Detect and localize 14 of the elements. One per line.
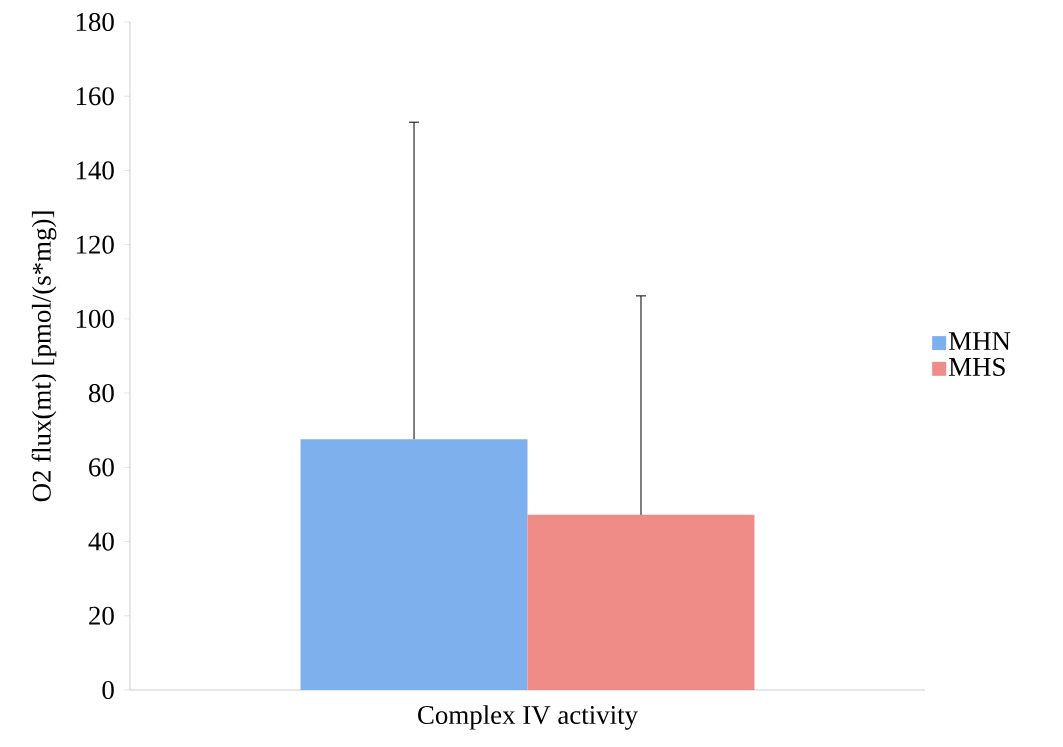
y-tick-label: 0 xyxy=(102,680,114,700)
y-tick-label: 120 xyxy=(76,235,114,254)
legend-label: MHS xyxy=(948,357,1005,376)
y-axis-title: O2 flux(mt) [pmol/(s*mg)] xyxy=(31,211,57,502)
y-tick-label: 100 xyxy=(76,309,114,328)
y-tick-label: 180 xyxy=(76,12,114,32)
y-tick-label: 40 xyxy=(88,532,114,551)
x-tick-label: Complex IV activity xyxy=(418,705,638,730)
y-tick-label: 140 xyxy=(76,161,114,180)
y-tick-label: 80 xyxy=(88,384,114,403)
legend-label: MHN xyxy=(948,332,1011,350)
y-tick-label: 60 xyxy=(89,458,114,477)
y-tick-label: 160 xyxy=(76,87,114,106)
y-tick-label: 20 xyxy=(89,606,114,625)
